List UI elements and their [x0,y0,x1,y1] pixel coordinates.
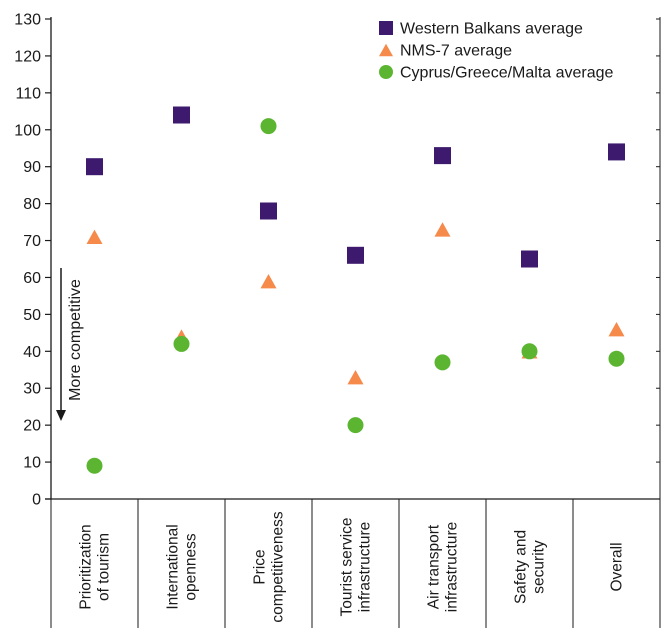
point-circle-3 [347,417,364,434]
legend-marker-2 [379,65,393,79]
point-triangle-6 [608,321,625,337]
more-competitive-arrowhead [56,410,66,421]
category-label-0-1: of tourism [96,533,113,601]
y-tick-label-80: 80 [23,196,41,213]
point-triangle-3 [347,369,364,385]
point-circle-5 [521,343,538,360]
point-triangle-2 [260,273,277,289]
y-tick-label-50: 50 [23,307,41,324]
category-label-5-1: security [531,540,548,594]
point-square-5 [521,250,538,268]
category-label-2-1: competitiveness [270,511,287,622]
point-triangle-0 [86,229,103,245]
point-triangle-4 [434,222,451,237]
category-label-3-1: infrastructure [357,522,374,612]
legend-label-1: NMS-7 average [400,43,512,60]
point-circle-1 [173,335,190,352]
data-marks [86,106,625,474]
point-square-4 [434,147,451,165]
category-label-5-0: Safety and [513,530,530,604]
annotation: More competitive [56,268,84,421]
point-square-2 [260,202,277,220]
y-tick-label-130: 130 [14,12,41,29]
point-square-0 [86,158,103,176]
y-tick-label-60: 60 [23,270,41,287]
y-tick-label-70: 70 [23,233,41,250]
category-label-2-0: Price [252,549,269,584]
legend-marker-1 [379,43,393,57]
legend-label-0: Western Balkans average [400,21,583,38]
y-tick-label-0: 0 [32,492,41,509]
y-tick-label-90: 90 [23,159,41,176]
y-tick-label-30: 30 [23,381,41,398]
y-tick-label-120: 120 [14,48,41,65]
point-circle-2 [260,118,277,135]
point-square-3 [347,246,364,264]
point-square-1 [173,106,190,124]
y-tick-label-100: 100 [14,122,41,139]
legend-marker-0 [379,21,393,35]
category-label-1-0: International [165,524,182,609]
more-competitive-label: More competitive [67,279,84,401]
category-label-6-0: Overall [609,542,626,591]
point-circle-6 [608,350,625,367]
y-tick-label-110: 110 [15,85,41,102]
point-square-6 [608,143,625,161]
axes: 0 10 20 30 40 50 60 70 80 90 100 110 120 130 Prioritiz… [14,12,661,628]
y-tick-label-20: 20 [23,418,41,435]
y-tick-label-40: 40 [23,344,41,361]
legend-label-2: Cyprus/Greece/Malta average [400,65,614,82]
category-label-4-0: Air transport [426,524,443,609]
category-label-4-1: infrastructure [444,522,461,612]
legend: Western Balkans average NMS-7 average Cypr… [379,21,614,82]
point-circle-0 [86,457,103,474]
category-label-3-0: Tourist service [339,517,356,616]
category-label-1-1: openness [183,533,200,600]
category-label-0-0: Prioritization [78,524,95,609]
point-circle-4 [434,354,451,371]
y-tick-label-10: 10 [23,455,41,472]
